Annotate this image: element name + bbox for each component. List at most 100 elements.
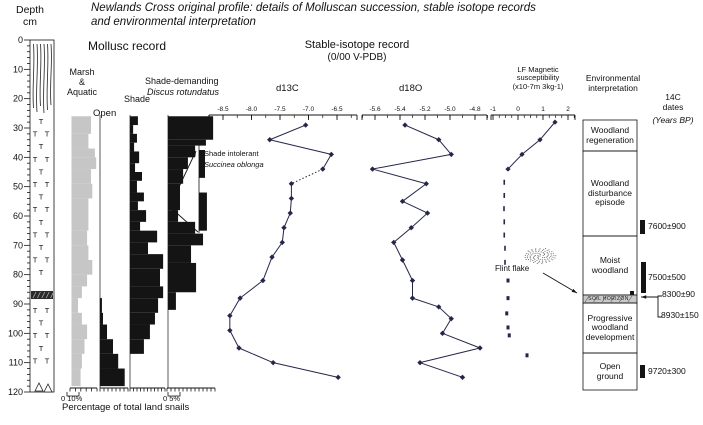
d18o-curve-segment <box>404 124 439 141</box>
discus-bar <box>168 292 176 310</box>
flint-flake-stipple <box>537 258 540 260</box>
flint-flake-stipple <box>538 250 540 252</box>
magsus-tick-label: 1 <box>541 106 545 113</box>
d13c-curve-point <box>279 239 285 246</box>
discus-label-line2: Discus rotundatus <box>147 87 220 97</box>
stable-isotope-subheader: (0/00 V-PDB) <box>327 52 387 63</box>
d18o-curve-segment <box>402 200 428 214</box>
d18o-curve-segment <box>438 139 452 155</box>
marsh_aquatic-bar <box>71 169 91 184</box>
flint-flake-stipple <box>548 249 550 251</box>
succinea-bar <box>199 149 205 178</box>
marsh_aquatic-bar <box>71 324 88 340</box>
shade-bar <box>130 151 140 164</box>
flint-flake-stipple <box>548 257 550 259</box>
tufa-symbol: T <box>45 130 50 139</box>
magsus-tick-label: 2 <box>566 106 570 113</box>
flint-flake-arrow <box>542 272 578 294</box>
depth-tick-label: 80 <box>13 270 23 280</box>
gravel-triangle <box>43 383 53 393</box>
d18o-curve-point <box>417 359 423 366</box>
flint-flake-stipple <box>533 261 535 264</box>
shade-bar <box>130 242 148 255</box>
flint-flake-stipple <box>532 256 534 258</box>
flint-flake-stipple <box>530 258 532 260</box>
marsh_aquatic-bar <box>71 298 78 313</box>
c14-date-8300: 8300±90 <box>662 289 696 299</box>
d18o-curve-segment <box>393 227 412 243</box>
flint-flake-stipple <box>537 256 539 258</box>
flint-flake-stipple <box>529 260 531 262</box>
c14-header-unit: (Years BP) <box>652 115 694 125</box>
flint-flake-stipple <box>547 253 549 255</box>
tufa-symbol: T <box>45 155 50 164</box>
d18o-curve-point <box>399 198 406 205</box>
d18o-curve-segment <box>402 259 413 281</box>
c14-date-9720: 9720±300 <box>648 366 686 376</box>
d13c-curve-segment <box>322 154 332 170</box>
discus-bar <box>168 262 197 293</box>
marsh_aquatic-bar <box>71 230 88 246</box>
flint-flake-stipple <box>545 260 547 262</box>
d13c-curve-segment <box>229 330 240 349</box>
soil-horizon-hatch <box>593 295 598 303</box>
d18o-curve-segment <box>419 347 481 364</box>
magsus-square <box>507 333 511 338</box>
discus-bar <box>168 116 214 140</box>
discus-label-line1: Shade-demanding <box>145 76 219 86</box>
d18o-curve-point <box>436 304 442 310</box>
marsh_aquatic-bar <box>71 286 82 299</box>
c14-bar-7500 <box>641 262 646 293</box>
flint-flake-stipple <box>530 254 532 256</box>
shade-bar <box>130 230 158 243</box>
flint-flake-stipple <box>534 259 536 261</box>
lithology-peat-line <box>50 43 52 106</box>
marsh_aquatic-bar <box>71 215 89 231</box>
flint-flake-stipple <box>538 249 540 251</box>
d18o-curve-segment <box>412 297 439 308</box>
flint-flake-stipple <box>543 256 545 259</box>
flint-flake-stipple <box>554 257 556 259</box>
magsus-square <box>525 353 529 358</box>
env-zone-woodland-disturbance: Woodland disturbance episode <box>588 178 632 208</box>
d13c-curve-point <box>269 254 275 260</box>
env-zone-moist-woodland: Moist woodland <box>591 254 629 275</box>
lithology-peat-line <box>36 43 38 113</box>
c14-bracket <box>657 295 662 318</box>
d13c-curve-segment <box>239 280 264 299</box>
scale-bracket-left <box>66 392 80 397</box>
d13c-curve-point <box>236 345 242 351</box>
flint-flake-stipple <box>532 251 534 253</box>
flint-flake-stipple <box>537 254 539 257</box>
env-zone-progressive-woodland: Progressive woodland development <box>585 312 635 342</box>
discus-bar <box>168 245 192 263</box>
magsus-dash <box>503 206 505 212</box>
shade-bar <box>130 142 135 152</box>
flint-flake-stipple <box>542 252 544 254</box>
depth-tick-label: 100 <box>8 328 23 338</box>
succinea-label-line2: Succinea oblonga <box>204 160 264 169</box>
flint-flake-stipple <box>548 259 550 261</box>
d18o-curve-point <box>448 315 454 322</box>
tufa-symbol: T <box>39 193 44 202</box>
env-zone-box <box>582 352 638 391</box>
flint-flake-stipple <box>526 252 528 255</box>
marsh_aquatic-bar <box>71 133 89 149</box>
shade-bar <box>130 221 141 231</box>
d13c-curve-segment <box>229 297 241 316</box>
d13c-curve-point <box>227 313 233 319</box>
d13c-curve-segment <box>281 227 285 243</box>
magsus-dash <box>503 192 506 198</box>
soil-horizon-hatch <box>601 295 607 303</box>
lithology-peat-line <box>46 43 49 111</box>
d13c-curve-point <box>320 166 326 172</box>
lithology-peat-line <box>43 43 45 114</box>
shade-bar <box>130 254 164 269</box>
open-bar <box>100 353 119 369</box>
depth-tick-label: 50 <box>13 182 23 192</box>
mollusc-record-header: Mollusc record <box>88 39 167 53</box>
tufa-symbol: T <box>33 180 38 189</box>
soil-horizon-hatch <box>584 295 590 303</box>
tufa-symbol: T <box>45 205 50 214</box>
open-bar <box>100 368 125 387</box>
